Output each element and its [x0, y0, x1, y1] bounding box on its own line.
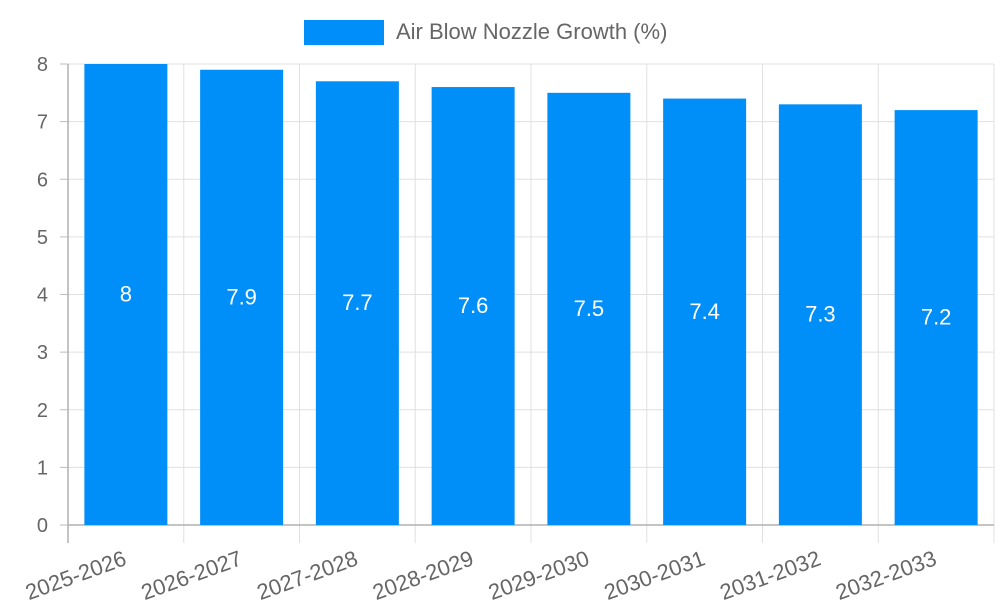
bar-data-label: 7.3	[805, 302, 836, 327]
y-tick-label: 2	[37, 400, 48, 422]
bar-data-label: 7.6	[458, 293, 489, 318]
x-tick-label: 2026-2027	[138, 546, 245, 600]
x-tick-label: 2029-2030	[485, 546, 592, 600]
x-tick-label: 2025-2026	[22, 546, 129, 600]
chart-legend[interactable]: Air Blow Nozzle Growth (%)	[304, 19, 667, 45]
bar-data-label: 7.9	[226, 284, 257, 309]
y-tick-label: 6	[37, 169, 48, 191]
x-tick-label: 2028-2029	[369, 546, 476, 600]
bar-2028-2029[interactable]	[431, 87, 515, 526]
bar-data-label: 7.7	[342, 290, 373, 315]
y-tick-label: 8	[37, 54, 48, 76]
bar-2026-2027[interactable]	[200, 69, 284, 525]
bar-2030-2031[interactable]	[663, 98, 747, 525]
bar-2025-2026[interactable]	[84, 64, 168, 525]
bar-2029-2030[interactable]	[547, 92, 631, 525]
bar-2031-2032[interactable]	[778, 104, 862, 526]
y-tick-label: 7	[37, 112, 48, 134]
y-tick-label: 3	[37, 342, 48, 364]
bar-data-label: 7.5	[574, 296, 605, 321]
legend-swatch	[304, 19, 384, 45]
bar-data-label: 8	[120, 282, 132, 307]
bar-data-label: 7.2	[921, 305, 952, 330]
bar-data-label: 7.4	[689, 299, 720, 324]
y-tick-label: 0	[37, 515, 48, 537]
x-tick-label: 2031-2032	[717, 546, 824, 600]
legend-label: Air Blow Nozzle Growth (%)	[396, 19, 668, 44]
x-tick-label: 2030-2031	[601, 546, 708, 600]
x-tick-label: 2027-2028	[254, 546, 361, 600]
y-tick-label: 5	[37, 227, 48, 249]
y-tick-label: 4	[37, 285, 48, 307]
x-tick-label: 2032-2033	[832, 546, 939, 600]
bar-2032-2033[interactable]	[894, 110, 978, 525]
bar-2027-2028[interactable]	[315, 81, 399, 525]
y-tick-label: 1	[37, 457, 48, 479]
